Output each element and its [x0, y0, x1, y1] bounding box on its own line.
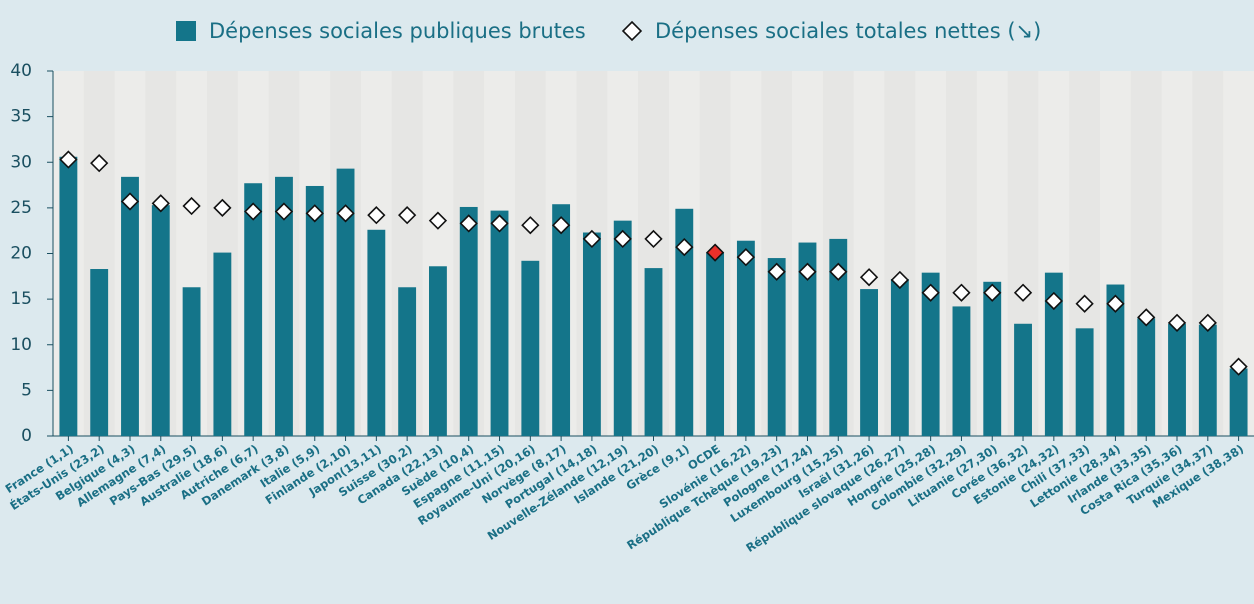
- marker: [1229, 357, 1248, 376]
- marker: [244, 202, 263, 221]
- bar: [613, 220, 632, 436]
- marker: [459, 214, 478, 233]
- marker: [398, 206, 417, 225]
- marker: [675, 237, 694, 257]
- y-tick-label: 30: [10, 152, 32, 172]
- marker: [1137, 308, 1156, 327]
- bar: [1168, 323, 1186, 436]
- bar: [367, 229, 386, 436]
- marker: [182, 196, 201, 216]
- marker: [767, 262, 786, 281]
- bar: [798, 242, 817, 436]
- marker: [305, 204, 324, 223]
- bar: [767, 258, 786, 436]
- y-tick-label: 35: [10, 107, 32, 127]
- bar: [1137, 318, 1156, 436]
- bar: [1198, 324, 1217, 436]
- bar: [890, 279, 909, 436]
- marker: [829, 262, 848, 281]
- y-tick-label: 15: [10, 289, 32, 309]
- marker: [90, 154, 109, 173]
- legend-swatch: [621, 20, 643, 42]
- bar: [59, 156, 78, 436]
- marker: [59, 150, 78, 169]
- marker: [521, 216, 540, 235]
- bar: [336, 168, 355, 436]
- bar: [213, 252, 232, 436]
- legend-label: Dépenses sociales totales nettes (↘): [655, 19, 1041, 43]
- marker: [644, 229, 663, 249]
- y-tick-label: 10: [10, 335, 32, 355]
- marker: [1167, 313, 1187, 332]
- marker: [428, 211, 448, 230]
- bar: [582, 232, 601, 436]
- y-tick-label: 25: [10, 198, 32, 218]
- bar: [429, 266, 447, 436]
- bar: [151, 205, 170, 436]
- bar: [459, 206, 478, 436]
- bar: [921, 272, 940, 436]
- marker: [336, 204, 355, 223]
- marker: [490, 214, 509, 233]
- marker: [582, 229, 602, 249]
- marker: [890, 270, 909, 290]
- bar: [1044, 272, 1063, 436]
- bar: [398, 287, 417, 436]
- bar: [1075, 328, 1094, 436]
- bar: [706, 252, 725, 436]
- bar: [1014, 323, 1032, 436]
- bar: [675, 208, 694, 436]
- marker: [1198, 313, 1217, 332]
- marker: [551, 216, 571, 235]
- marker: [1044, 291, 1063, 311]
- marker: [952, 283, 971, 302]
- bar: [736, 240, 755, 436]
- marker: [859, 268, 879, 287]
- bar: [275, 176, 293, 436]
- marker: [151, 194, 170, 213]
- marker: [921, 283, 940, 302]
- bar: [644, 268, 663, 436]
- legend-swatch: [176, 21, 196, 41]
- y-tick-label: 20: [10, 244, 32, 264]
- marker: [367, 206, 386, 225]
- bar: [1229, 368, 1248, 436]
- marker: [1075, 294, 1094, 313]
- bar: [490, 210, 509, 436]
- bar: [244, 183, 263, 436]
- marker: [120, 192, 140, 211]
- marker: [983, 283, 1002, 302]
- bar: [860, 289, 878, 436]
- bar: [305, 185, 324, 436]
- marker: [705, 243, 725, 262]
- marker: [1106, 294, 1125, 313]
- bar: [521, 260, 540, 436]
- bar: [121, 176, 139, 436]
- marker: [736, 248, 756, 267]
- marker: [798, 262, 817, 281]
- y-tick-label: 5: [21, 380, 32, 400]
- legend-label: Dépenses sociales publiques brutes: [209, 19, 586, 43]
- bar: [829, 238, 848, 436]
- marker: [613, 229, 632, 249]
- bar: [1106, 284, 1125, 436]
- bar: [90, 269, 109, 436]
- marker: [274, 202, 294, 221]
- bar: [983, 281, 1002, 436]
- bar: [952, 306, 971, 436]
- marker: [213, 198, 232, 218]
- bar: [182, 287, 201, 436]
- bar: [552, 204, 571, 436]
- y-tick-label: 0: [21, 426, 32, 446]
- marker: [1013, 283, 1033, 302]
- y-tick-label: 40: [10, 61, 32, 81]
